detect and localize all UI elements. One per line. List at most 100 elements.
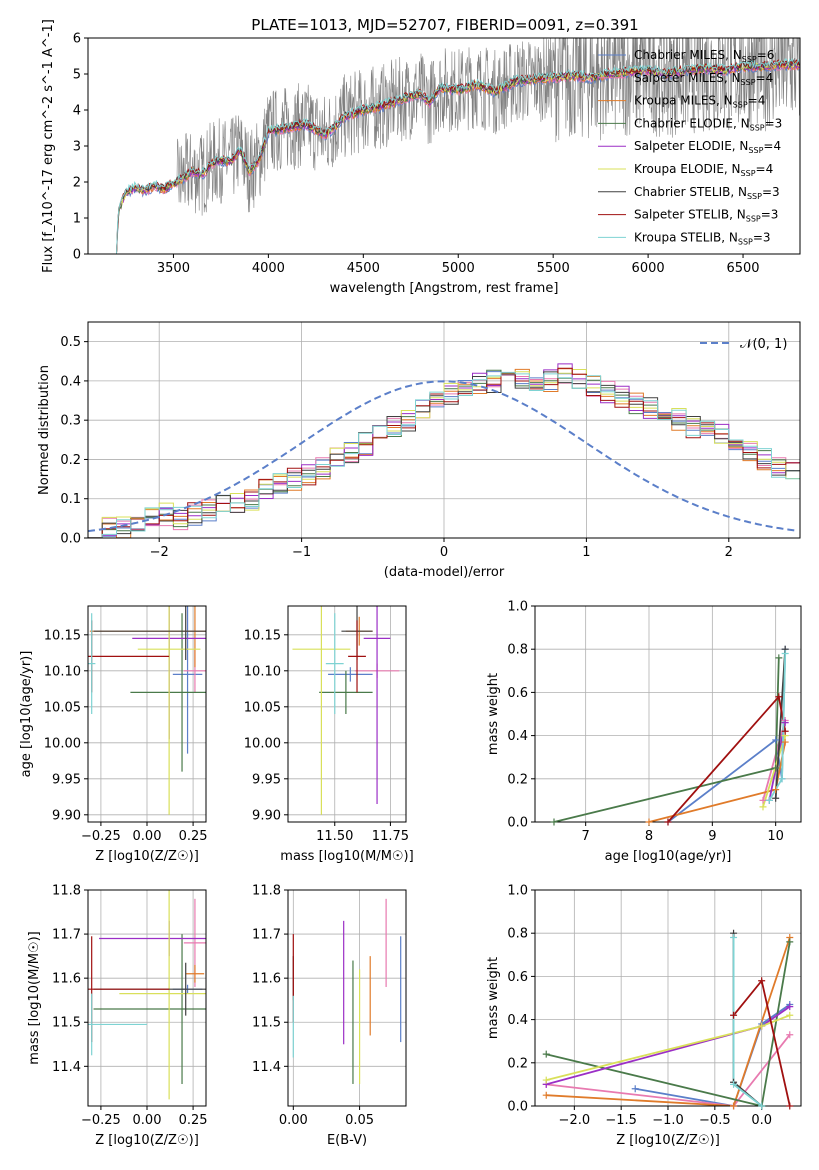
panel-residuals: −2 −1 0 1 2 0.0 0.1 0.2 0.3 0.4 0.5 (data-model)/er… xyxy=(37,321,801,580)
y-tick-label: 0 xyxy=(73,248,81,263)
x-tick-label: −1 xyxy=(292,545,311,560)
y-tick-label: 0.3 xyxy=(60,414,81,429)
x-tick-label: −2.0 xyxy=(559,1113,591,1128)
gaussian-curve xyxy=(88,380,798,533)
y-axis-label: mass weight xyxy=(486,957,501,1039)
legend-label: Chabrier STELIB, NSSP=3 xyxy=(634,185,780,201)
x-tick-label: 0.05 xyxy=(345,1113,374,1128)
histogram-chabrier_elodie xyxy=(88,369,800,538)
y-tick-label: 0.4 xyxy=(507,729,528,744)
y-axis-label: mass [log10(M/M☉)] xyxy=(27,931,42,1064)
y-tick-label: 0.6 xyxy=(507,970,528,985)
x-axis-label: Z [log10(Z/Z☉)] xyxy=(616,1133,720,1148)
weight-line-kroupa_stelib xyxy=(732,937,763,1106)
x-tick-label: 0.00 xyxy=(133,1113,162,1128)
y-tick-label: 9.95 xyxy=(52,772,81,787)
x-tick-label: 8 xyxy=(645,829,653,844)
x-axis-label: mass [log10(M/M☉)] xyxy=(280,849,413,864)
legend-label: Chabrier ELODIE, NSSP=3 xyxy=(634,116,782,132)
weight-marker-kroupa_miles xyxy=(781,738,789,746)
y-tick-label: 0.8 xyxy=(507,927,528,942)
x-tick-label: 3500 xyxy=(157,261,190,276)
weight-marker-chabrier_elodie xyxy=(542,1050,550,1058)
legend-label: Kroupa ELODIE, NSSP=4 xyxy=(634,162,773,178)
x-tick-label: −0.25 xyxy=(81,829,121,844)
x-tick-label: 6000 xyxy=(632,261,665,276)
x-tick-label: 11.75 xyxy=(372,829,409,844)
y-tick-label: 10.00 xyxy=(244,736,281,751)
weight-line-salpeter_stelib xyxy=(667,694,787,822)
x-axis-label: E(B-V) xyxy=(327,1133,367,1148)
y-tick-label: 0.1 xyxy=(60,492,81,507)
weight-marker-chabrier_miles xyxy=(772,736,780,744)
weight-marker-kroupa_stelib xyxy=(778,775,786,783)
panel-mass-vs-EBV: 0.00 0.05 11.4 11.5 11.6 11.7 11.8 E(B-V) xyxy=(252,884,407,1148)
x-tick-label: 9 xyxy=(708,829,716,844)
y-tick-label: 0.4 xyxy=(507,1013,528,1028)
legend: Chabrier MILES, NSSP=6 Salpeter MILES, NS… xyxy=(598,48,782,246)
x-axis-label: wavelength [Angstrom, rest frame] xyxy=(330,281,559,296)
y-tick-label: 11.7 xyxy=(252,928,281,943)
histogram-kroupa_stelib xyxy=(88,371,800,538)
plot-area xyxy=(292,606,400,815)
weight-marker-kroupa_stelib xyxy=(781,650,789,658)
y-tick-label: 1 xyxy=(73,212,81,227)
weight-marker-salpeter_elodie xyxy=(786,1003,794,1011)
weight-line-kroupa_elodie xyxy=(762,735,787,808)
weight-marker-salpeter_miles xyxy=(759,796,767,804)
weight-marker-kroupa_miles xyxy=(542,1091,550,1099)
weight-marker-salpeter_stelib xyxy=(758,977,766,985)
y-tick-label: 10.05 xyxy=(244,700,281,715)
x-tick-label: 1 xyxy=(582,545,590,560)
x-tick-label: 5500 xyxy=(537,261,570,276)
weight-marker-chabrier_stelib xyxy=(772,794,780,802)
axes-frame xyxy=(534,605,802,823)
y-tick-label: 9.95 xyxy=(252,772,281,787)
y-axis-label: age [log10(age/yr)] xyxy=(19,651,34,778)
y-tick-label: 11.4 xyxy=(252,1060,281,1075)
x-axis-label: Z [log10(Z/Z☉)] xyxy=(95,1133,199,1148)
x-tick-label: −2 xyxy=(150,545,169,560)
weight-marker-kroupa_stelib xyxy=(758,1102,766,1110)
figure-title: PLATE=1013, MJD=52707, FIBERID=0091, z=0… xyxy=(251,16,638,34)
weight-marker-kroupa_elodie xyxy=(758,1022,766,1030)
y-tick-label: 0.6 xyxy=(507,686,528,701)
y-tick-label: 0.5 xyxy=(60,335,81,350)
panel-age-vs-Z: −0.25 0.00 0.25 9.90 9.95 10.00 10.05 10.10 10.1… xyxy=(19,605,208,864)
x-tick-label: −1.0 xyxy=(652,1113,684,1128)
x-tick-label: 0.00 xyxy=(279,1113,308,1128)
x-tick-label: −0.5 xyxy=(699,1113,731,1128)
weight-line-salpeter_miles xyxy=(762,720,787,801)
weight-marker-chabrier_elodie xyxy=(772,764,780,772)
x-tick-label: 4500 xyxy=(347,261,380,276)
y-tick-label: 10.00 xyxy=(44,736,81,751)
plot-area xyxy=(292,898,402,1084)
y-tick-label: 1.0 xyxy=(507,884,528,899)
y-tick-label: 11.8 xyxy=(52,884,81,899)
weight-marker-kroupa_elodie xyxy=(786,1011,794,1019)
x-axis-label: age [log10(age/yr)] xyxy=(605,849,732,864)
y-tick-label: 0.0 xyxy=(507,1100,528,1115)
x-tick-label: 7 xyxy=(582,829,590,844)
panel-weight-vs-age: 7 8 9 10 0.0 0.2 0.4 0.6 0.8 1.0 age [log10(age/yr… xyxy=(486,600,802,864)
weight-marker-kroupa_miles xyxy=(772,786,780,794)
y-tick-label: 0.0 xyxy=(60,532,81,547)
histogram-kroupa_elodie xyxy=(88,369,800,538)
x-axis-label: (data-model)/error xyxy=(384,565,505,580)
plot-area xyxy=(88,890,206,1100)
legend-gaussian-label: 𝒩(0, 1) xyxy=(740,337,787,352)
weight-line-salpeter_miles xyxy=(546,1034,791,1106)
x-tick-label: 0.25 xyxy=(179,1113,208,1128)
y-tick-label: 0.0 xyxy=(507,816,528,831)
y-tick-label: 3 xyxy=(73,140,81,155)
weight-marker-kroupa_stelib xyxy=(730,1080,738,1088)
panels: 3500 4000 4500 5000 5500 6000 6500 0 1 2 3 4 5 6 wavel… xyxy=(19,19,802,1148)
plot-area xyxy=(88,606,206,815)
y-tick-label: 11.6 xyxy=(52,972,81,987)
legend-label: Salpeter MILES, NSSP=4 xyxy=(634,71,773,87)
x-tick-label: 4000 xyxy=(252,261,285,276)
panel-age-vs-mass: 11.50 11.75 9.90 9.95 10.00 10.05 10.10 10.15 ma… xyxy=(244,605,414,864)
weight-line-chabrier_stelib xyxy=(774,649,787,799)
panel-spectrum: 3500 4000 4500 5000 5500 6000 6500 0 1 2 3 4 5 6 wavel… xyxy=(41,19,801,296)
y-tick-label: 0.8 xyxy=(507,643,528,658)
